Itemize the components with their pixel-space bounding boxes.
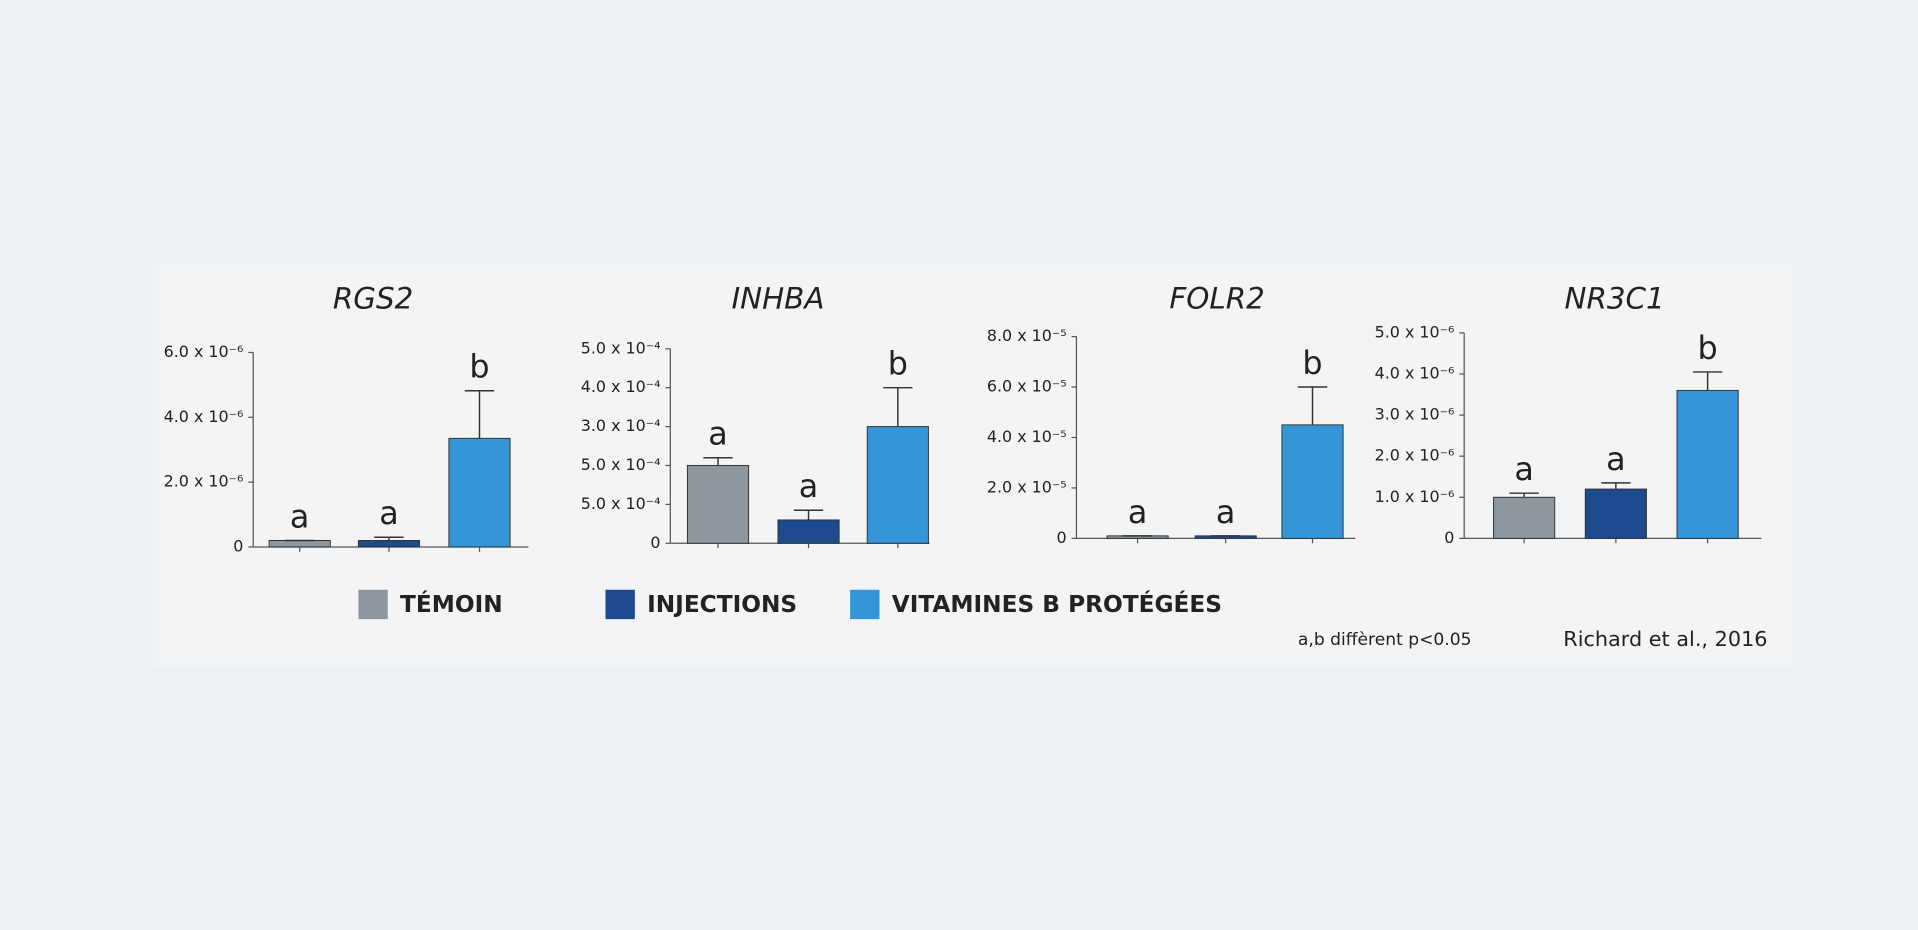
y-tick-label: 4.0 x 10⁻⁶ bbox=[164, 407, 244, 426]
y-tick-label: 5.0 x 10⁻⁴ bbox=[581, 338, 661, 357]
annotation: b bbox=[469, 349, 489, 386]
y-tick-label: 1.0 x 10⁻⁶ bbox=[1375, 487, 1455, 506]
y-tick-label: 5.0 x 10⁻⁶ bbox=[1375, 322, 1455, 341]
annotation: a bbox=[708, 416, 728, 453]
annotation: b bbox=[1698, 330, 1718, 367]
error-bar bbox=[793, 509, 824, 520]
panel bbox=[152, 263, 1793, 667]
source: Richard et al., 2016 bbox=[1563, 627, 1767, 651]
error-bar bbox=[703, 456, 733, 466]
annotation: a bbox=[1606, 441, 1626, 478]
annotation: a bbox=[799, 468, 819, 505]
error-bar bbox=[883, 386, 913, 427]
legend-swatch bbox=[605, 589, 635, 620]
y-tick-label: 2.0 x 10⁻⁶ bbox=[1375, 446, 1455, 465]
annotation: b bbox=[888, 346, 908, 383]
y-tick-label: 8.0 x 10⁻⁵ bbox=[987, 326, 1067, 345]
bar bbox=[1584, 488, 1647, 539]
bar bbox=[866, 426, 929, 544]
y-tick-label: 0 bbox=[1444, 528, 1454, 547]
y-tick-label: 5.0 x 10⁻⁴ bbox=[581, 494, 661, 513]
bar bbox=[1281, 424, 1344, 539]
y-tick-label: 0 bbox=[650, 533, 660, 552]
chart-title: INHBA bbox=[732, 281, 825, 315]
y-tick-label: 2.0 x 10⁻⁵ bbox=[987, 477, 1067, 496]
bar bbox=[448, 437, 511, 548]
y-tick-label: 2.0 x 10⁻⁶ bbox=[164, 472, 244, 491]
bar bbox=[1493, 496, 1556, 539]
chart-title: RGS2 bbox=[333, 281, 413, 315]
y-tick-label: 3.0 x 10⁻⁶ bbox=[1375, 405, 1455, 424]
annotation: b bbox=[1302, 345, 1322, 382]
error-bar bbox=[374, 536, 404, 541]
y-tick-label: 4.0 x 10⁻⁵ bbox=[987, 427, 1067, 446]
annotation: a bbox=[290, 498, 310, 535]
annotation: a bbox=[1128, 494, 1147, 531]
y-tick-label: 6.0 x 10⁻⁶ bbox=[164, 342, 244, 361]
legend-label: TÉMOIN bbox=[400, 590, 503, 618]
bar bbox=[1676, 389, 1739, 539]
legend-label: INJECTIONS bbox=[647, 591, 797, 618]
chart-title: FOLR2 bbox=[1169, 281, 1264, 315]
bar bbox=[777, 519, 840, 544]
bar bbox=[268, 539, 331, 548]
annotation: a bbox=[1514, 451, 1534, 488]
chart-title: NR3C1 bbox=[1565, 281, 1665, 315]
annotation: a bbox=[379, 495, 399, 532]
y-tick-label: 0 bbox=[1057, 528, 1067, 547]
y-tick-label: 6.0 x 10⁻⁵ bbox=[987, 377, 1067, 396]
bar bbox=[686, 464, 750, 544]
y-tick-label: 4.0 x 10⁻⁶ bbox=[1375, 363, 1455, 382]
bar bbox=[357, 539, 421, 548]
error-bar bbox=[464, 389, 495, 439]
y-tick-label: 3.0 x 10⁻⁴ bbox=[581, 416, 661, 435]
error-bar bbox=[1601, 482, 1631, 490]
error-bar bbox=[1509, 492, 1539, 498]
legend-label: VITAMINES B PROTÉGÉES bbox=[892, 590, 1222, 618]
y-tick-label: 0 bbox=[233, 536, 243, 555]
error-bar bbox=[1297, 386, 1328, 425]
y-tick-label: 4.0 x 10⁻⁴ bbox=[581, 377, 661, 396]
annotation: a bbox=[1216, 494, 1236, 531]
error-bar bbox=[1692, 371, 1723, 391]
y-tick-label: 5.0 x 10⁻⁴ bbox=[581, 455, 661, 474]
legend-swatch bbox=[358, 589, 388, 620]
footnote: a,b diffèrent p<0.05 bbox=[1298, 630, 1472, 650]
legend-swatch bbox=[850, 589, 880, 620]
